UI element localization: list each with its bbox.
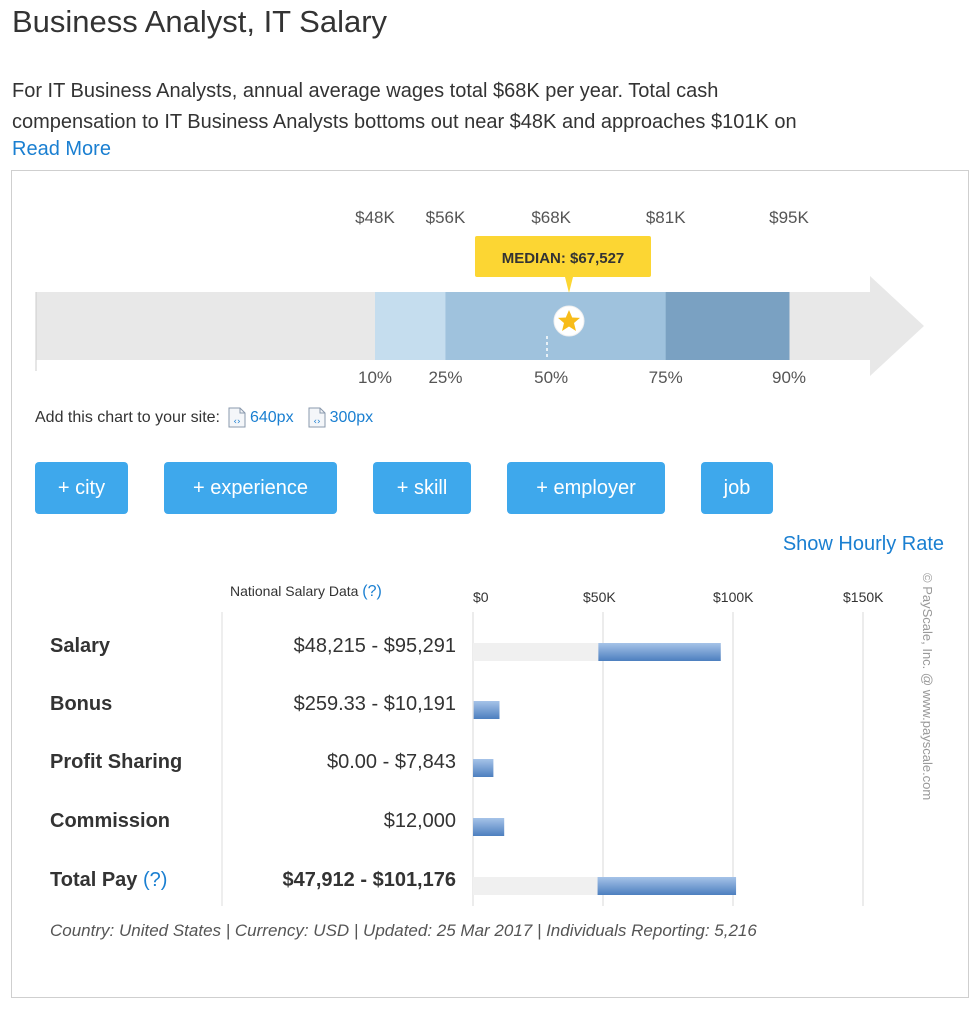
- job-button[interactable]: job: [701, 462, 773, 514]
- percentile-value-label: $56K: [426, 208, 466, 227]
- percentile-chart: $48K $56K $68K $81K $95K 10% 25% 50% 75% 90% MED…: [35, 208, 924, 387]
- read-more-link[interactable]: Read More: [12, 138, 111, 160]
- pay-row-label: Salary: [50, 635, 110, 658]
- svg-text:‹›: ‹›: [313, 417, 320, 427]
- pay-row-range: $259.33 - $10,191: [293, 693, 456, 715]
- copyright-text: © PayScale, Inc. @ www.payscale.com: [920, 573, 935, 800]
- pay-row-label-text: Commission: [50, 810, 171, 832]
- embed-row: Add this chart to your site: ‹› 640px ‹›…: [35, 407, 373, 428]
- pay-row-label-text: Bonus: [50, 693, 113, 715]
- pay-row-label-text: Profit Sharing: [50, 751, 183, 773]
- percentile-label: 50%: [534, 368, 568, 387]
- percentile-value-label: $68K: [531, 208, 571, 227]
- national-salary-help[interactable]: (?): [362, 583, 382, 600]
- show-hourly-rate-link[interactable]: Show Hourly Rate: [782, 533, 944, 555]
- pay-row-label: Profit Sharing: [50, 751, 182, 774]
- pay-row-label-text: Salary: [50, 635, 111, 657]
- page-title: Business Analyst, IT Salary: [12, 4, 388, 39]
- description-line: compensation to IT Business Analysts bot…: [12, 111, 797, 133]
- median-star-icon: [553, 305, 585, 337]
- x-tick-label: $50K: [583, 589, 616, 605]
- median-callout: MEDIAN: $67,527: [475, 236, 651, 293]
- percentile-value-label: $81K: [646, 208, 686, 227]
- pay-row-range: $12,000: [383, 810, 456, 832]
- pay-row-label: Commission: [50, 810, 170, 833]
- add-city-button[interactable]: + city: [35, 462, 128, 514]
- pay-range-bar: [598, 643, 721, 661]
- pay-range-bar: [473, 701, 500, 719]
- salary-card: $48K $56K $68K $81K $95K 10% 25% 50% 75% 90% MED…: [11, 170, 969, 998]
- embed-code-icon[interactable]: ‹›: [228, 407, 246, 428]
- embed-300px-link[interactable]: 300px: [329, 408, 374, 426]
- x-tick-label: $150K: [843, 589, 884, 605]
- pay-row-label: Total Pay (?): [50, 869, 167, 892]
- salary-description: For IT Business Analysts, annual average…: [12, 76, 962, 138]
- copyright-watermark: © PayScale, Inc. @ www.payscale.com: [920, 573, 935, 800]
- embed-label: Add this chart to your site:: [35, 408, 220, 426]
- description-line: For IT Business Analysts, annual average…: [12, 80, 719, 102]
- data-footnote: Country: United States | Currency: USD |…: [50, 921, 757, 940]
- percentile-band: [445, 292, 552, 360]
- national-salary-header: National Salary Data (?): [230, 583, 382, 601]
- percentile-value-label: $95K: [769, 208, 809, 227]
- percentile-label: 10%: [358, 368, 392, 387]
- national-salary-label: National Salary Data: [230, 583, 359, 599]
- percentile-label: 25%: [428, 368, 462, 387]
- total-pay-help[interactable]: (?): [137, 869, 168, 891]
- pay-range-bar: [473, 759, 494, 777]
- svg-text:‹›: ‹›: [233, 417, 240, 427]
- pay-row-range: $48,215 - $95,291: [293, 635, 456, 657]
- add-employer-button[interactable]: + employer: [507, 462, 665, 514]
- pay-row-range: $0.00 - $7,843: [327, 751, 456, 773]
- pay-range-chart: $0 $50K $100K $150K: [221, 589, 884, 906]
- percentile-label: 75%: [649, 368, 683, 387]
- x-tick-label: $0: [473, 589, 489, 605]
- median-label: MEDIAN: $67,527: [502, 250, 625, 267]
- x-tick-label: $100K: [713, 589, 754, 605]
- percentile-band: [665, 292, 790, 360]
- percentile-band: [375, 292, 446, 360]
- add-skill-button[interactable]: + skill: [373, 462, 471, 514]
- percentile-value-label: $48K: [355, 208, 395, 227]
- embed-640px-link[interactable]: 640px: [249, 408, 294, 426]
- percentile-label: 90%: [772, 368, 806, 387]
- embed-code-icon[interactable]: ‹›: [308, 407, 326, 428]
- pay-range-bar: [597, 877, 737, 895]
- pay-row-label-text: Total Pay: [50, 869, 138, 891]
- pay-row-label: Bonus: [50, 693, 112, 716]
- add-experience-button[interactable]: + experience: [164, 462, 337, 514]
- pay-row-range: $47,912 - $101,176: [282, 869, 457, 891]
- pay-range-bar: [473, 818, 505, 836]
